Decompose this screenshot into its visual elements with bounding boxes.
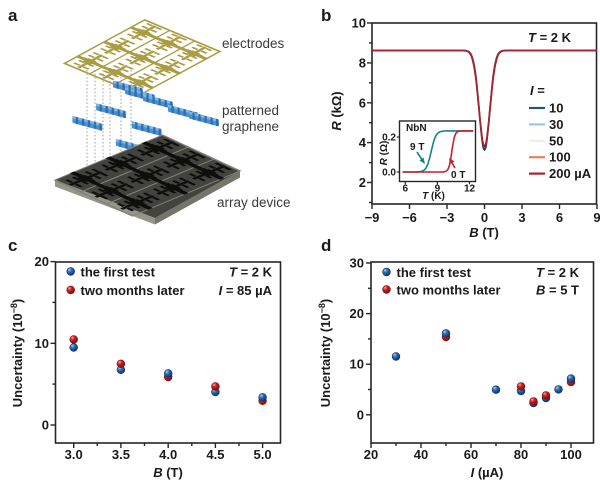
svg-text:B = 5 T: B = 5 T (536, 283, 579, 298)
svg-text:6: 6 (556, 210, 563, 225)
svg-text:the first test: the first test (81, 265, 156, 280)
svg-text:the first test: the first test (397, 265, 472, 280)
svg-text:patterned: patterned (222, 103, 279, 118)
svg-text:60: 60 (464, 447, 478, 462)
svg-text:100: 100 (560, 447, 582, 462)
svg-text:3.5: 3.5 (112, 447, 130, 462)
svg-text:9 T: 9 T (410, 142, 424, 153)
svg-text:200 µA: 200 µA (549, 166, 592, 181)
svg-text:b: b (321, 6, 331, 25)
svg-text:10: 10 (35, 336, 49, 351)
svg-text:T (K): T (K) (422, 191, 445, 202)
svg-text:50: 50 (549, 133, 563, 148)
svg-text:NbN: NbN (406, 123, 427, 134)
svg-text:6: 6 (359, 95, 366, 110)
svg-text:20: 20 (35, 254, 49, 269)
svg-text:−6: −6 (402, 210, 417, 225)
svg-text:9: 9 (593, 210, 600, 225)
svg-text:c: c (8, 236, 17, 255)
svg-text:8: 8 (359, 55, 366, 70)
svg-text:0: 0 (42, 418, 49, 433)
svg-text:0.0: 0.0 (382, 168, 396, 179)
svg-text:−9: −9 (365, 210, 380, 225)
svg-text:I =: I = (530, 83, 545, 98)
svg-text:9: 9 (435, 184, 441, 195)
svg-text:T = 2 K: T = 2 K (528, 30, 572, 45)
svg-text:2: 2 (359, 175, 366, 190)
svg-text:5.0: 5.0 (254, 447, 272, 462)
svg-text:0.2: 0.2 (382, 133, 396, 144)
svg-text:T = 2 K: T = 2 K (229, 265, 273, 280)
svg-text:0 T: 0 T (451, 170, 465, 181)
svg-text:6: 6 (403, 184, 409, 195)
svg-text:I (µA): I (µA) (471, 465, 504, 480)
svg-text:80: 80 (514, 447, 528, 462)
svg-text:100: 100 (549, 150, 571, 165)
svg-text:a: a (8, 6, 18, 25)
svg-text:30: 30 (350, 256, 364, 271)
svg-text:graphene: graphene (222, 119, 279, 134)
svg-text:10: 10 (549, 101, 563, 116)
svg-text:4.5: 4.5 (206, 447, 224, 462)
svg-text:d: d (321, 236, 331, 255)
svg-text:electrodes: electrodes (222, 36, 285, 51)
svg-text:10: 10 (352, 16, 366, 31)
svg-text:4: 4 (359, 135, 367, 150)
svg-text:3: 3 (518, 210, 525, 225)
svg-text:array device: array device (217, 195, 291, 210)
svg-text:R (kΩ): R (kΩ) (329, 91, 344, 130)
svg-text:B (T): B (T) (469, 225, 499, 240)
svg-text:Uncertainty (10−8): Uncertainty (10−8) (9, 299, 25, 408)
svg-text:I = 85 µA: I = 85 µA (219, 283, 273, 298)
svg-text:12: 12 (464, 184, 476, 195)
svg-text:−3: −3 (440, 210, 455, 225)
svg-text:40: 40 (414, 447, 428, 462)
svg-text:two months later: two months later (81, 283, 185, 298)
svg-text:R (Ω): R (Ω) (379, 141, 390, 166)
svg-text:20: 20 (364, 447, 378, 462)
svg-text:30: 30 (549, 117, 563, 132)
svg-text:Uncertainty (10−8): Uncertainty (10−8) (317, 299, 333, 408)
svg-text:20: 20 (350, 306, 364, 321)
svg-text:T = 2 K: T = 2 K (536, 265, 580, 280)
svg-text:0: 0 (481, 210, 488, 225)
svg-text:4.0: 4.0 (159, 447, 177, 462)
svg-text:3.0: 3.0 (65, 447, 83, 462)
svg-text:B (T): B (T) (153, 465, 183, 480)
svg-text:0: 0 (357, 407, 364, 422)
svg-text:10: 10 (350, 357, 364, 372)
svg-text:two months later: two months later (397, 283, 501, 298)
